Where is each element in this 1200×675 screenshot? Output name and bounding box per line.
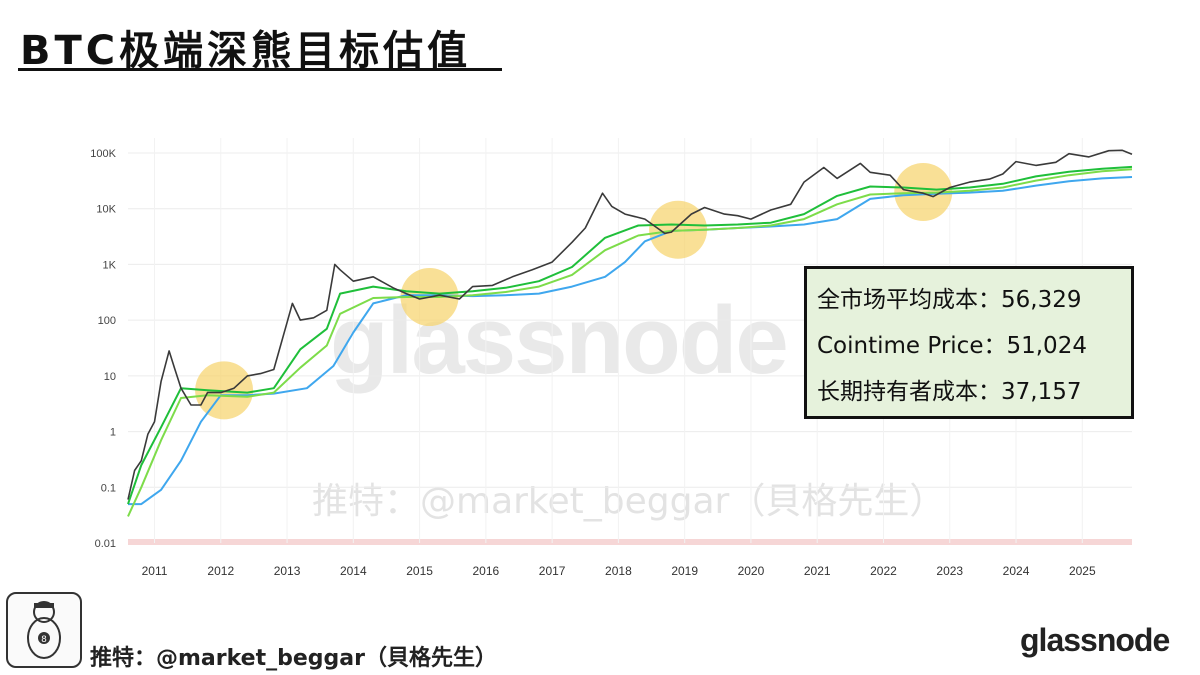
baseline-band (128, 539, 1132, 545)
series-layer (127, 149, 1133, 517)
legend-label: Cointime Price (817, 333, 984, 359)
legend-row-cointime-price: Cointime Price：51,024 (817, 333, 1087, 359)
x-tick-label: 2014 (340, 564, 367, 578)
title-underline (18, 68, 502, 71)
footer-handle: 推特：@market_beggar（貝格先生） (90, 646, 497, 671)
series-line-market-cost (127, 165, 1133, 505)
x-tick-label: 2023 (936, 564, 963, 578)
y-tick-label: 0.01 (95, 538, 116, 550)
svg-text:8: 8 (41, 635, 47, 645)
y-tick-label: 10 (104, 371, 116, 383)
x-tick-label: 2013 (274, 564, 301, 578)
y-tick-label: 100K (90, 148, 116, 160)
legend-row-lth-cost: 长期持有者成本：37,157 (817, 379, 1082, 405)
x-tick-label: 2020 (738, 564, 765, 578)
legend-value: 37,157 (1001, 379, 1082, 405)
x-tick-label: 2019 (671, 564, 698, 578)
legend-value: 51,024 (1006, 333, 1087, 359)
x-tick-label: 2022 (870, 564, 897, 578)
y-tick-label: 10K (96, 204, 116, 216)
y-tick-label: 0.1 (101, 482, 116, 494)
legend-row-market-cost: 全市场平均成本：56,329 (817, 287, 1082, 313)
x-tick-label: 2011 (142, 564, 168, 578)
x-tick-label: 2016 (473, 564, 500, 578)
x-tick-label: 2024 (1003, 564, 1030, 578)
x-tick-label: 2018 (605, 564, 632, 578)
x-tick-label: 2017 (539, 564, 566, 578)
legend-label: 长期持有者成本 (817, 379, 978, 405)
x-tick-label: 2025 (1069, 564, 1096, 578)
y-tick-label: 1 (110, 427, 116, 439)
x-tick-labels: 2011 2012 2013 2014 2015 2016 2017 2018 2019 2020… (142, 564, 1096, 578)
series-line-lth-cost (128, 176, 1133, 506)
series-line-cointime-price (127, 168, 1133, 517)
y-tick-label: 1K (103, 259, 117, 271)
x-tick-label: 2021 (804, 564, 831, 578)
chart-grid (128, 138, 1132, 545)
watermark-handle: 推特：@market_beggar（貝格先生） (312, 481, 946, 522)
page-title: BTC极端深熊目标估值 (20, 28, 472, 74)
y-tick-labels: 0.01 0.1 1 10 100 1K 10K 100K (90, 148, 116, 550)
x-tick-label: 2012 (207, 564, 234, 578)
avatar-cartoon-icon: 8 (6, 592, 82, 668)
series-line-price (127, 149, 1133, 500)
x-tick-label: 2015 (406, 564, 433, 578)
legend-value: 56,329 (1001, 287, 1082, 313)
y-tick-label: 100 (98, 315, 116, 327)
legend-label: 全市场平均成本 (817, 287, 978, 313)
footer-brand-logo: glassnode (1020, 622, 1170, 658)
legend-box: 全市场平均成本：56,329 Cointime Price：51,024 长期持… (804, 266, 1134, 419)
